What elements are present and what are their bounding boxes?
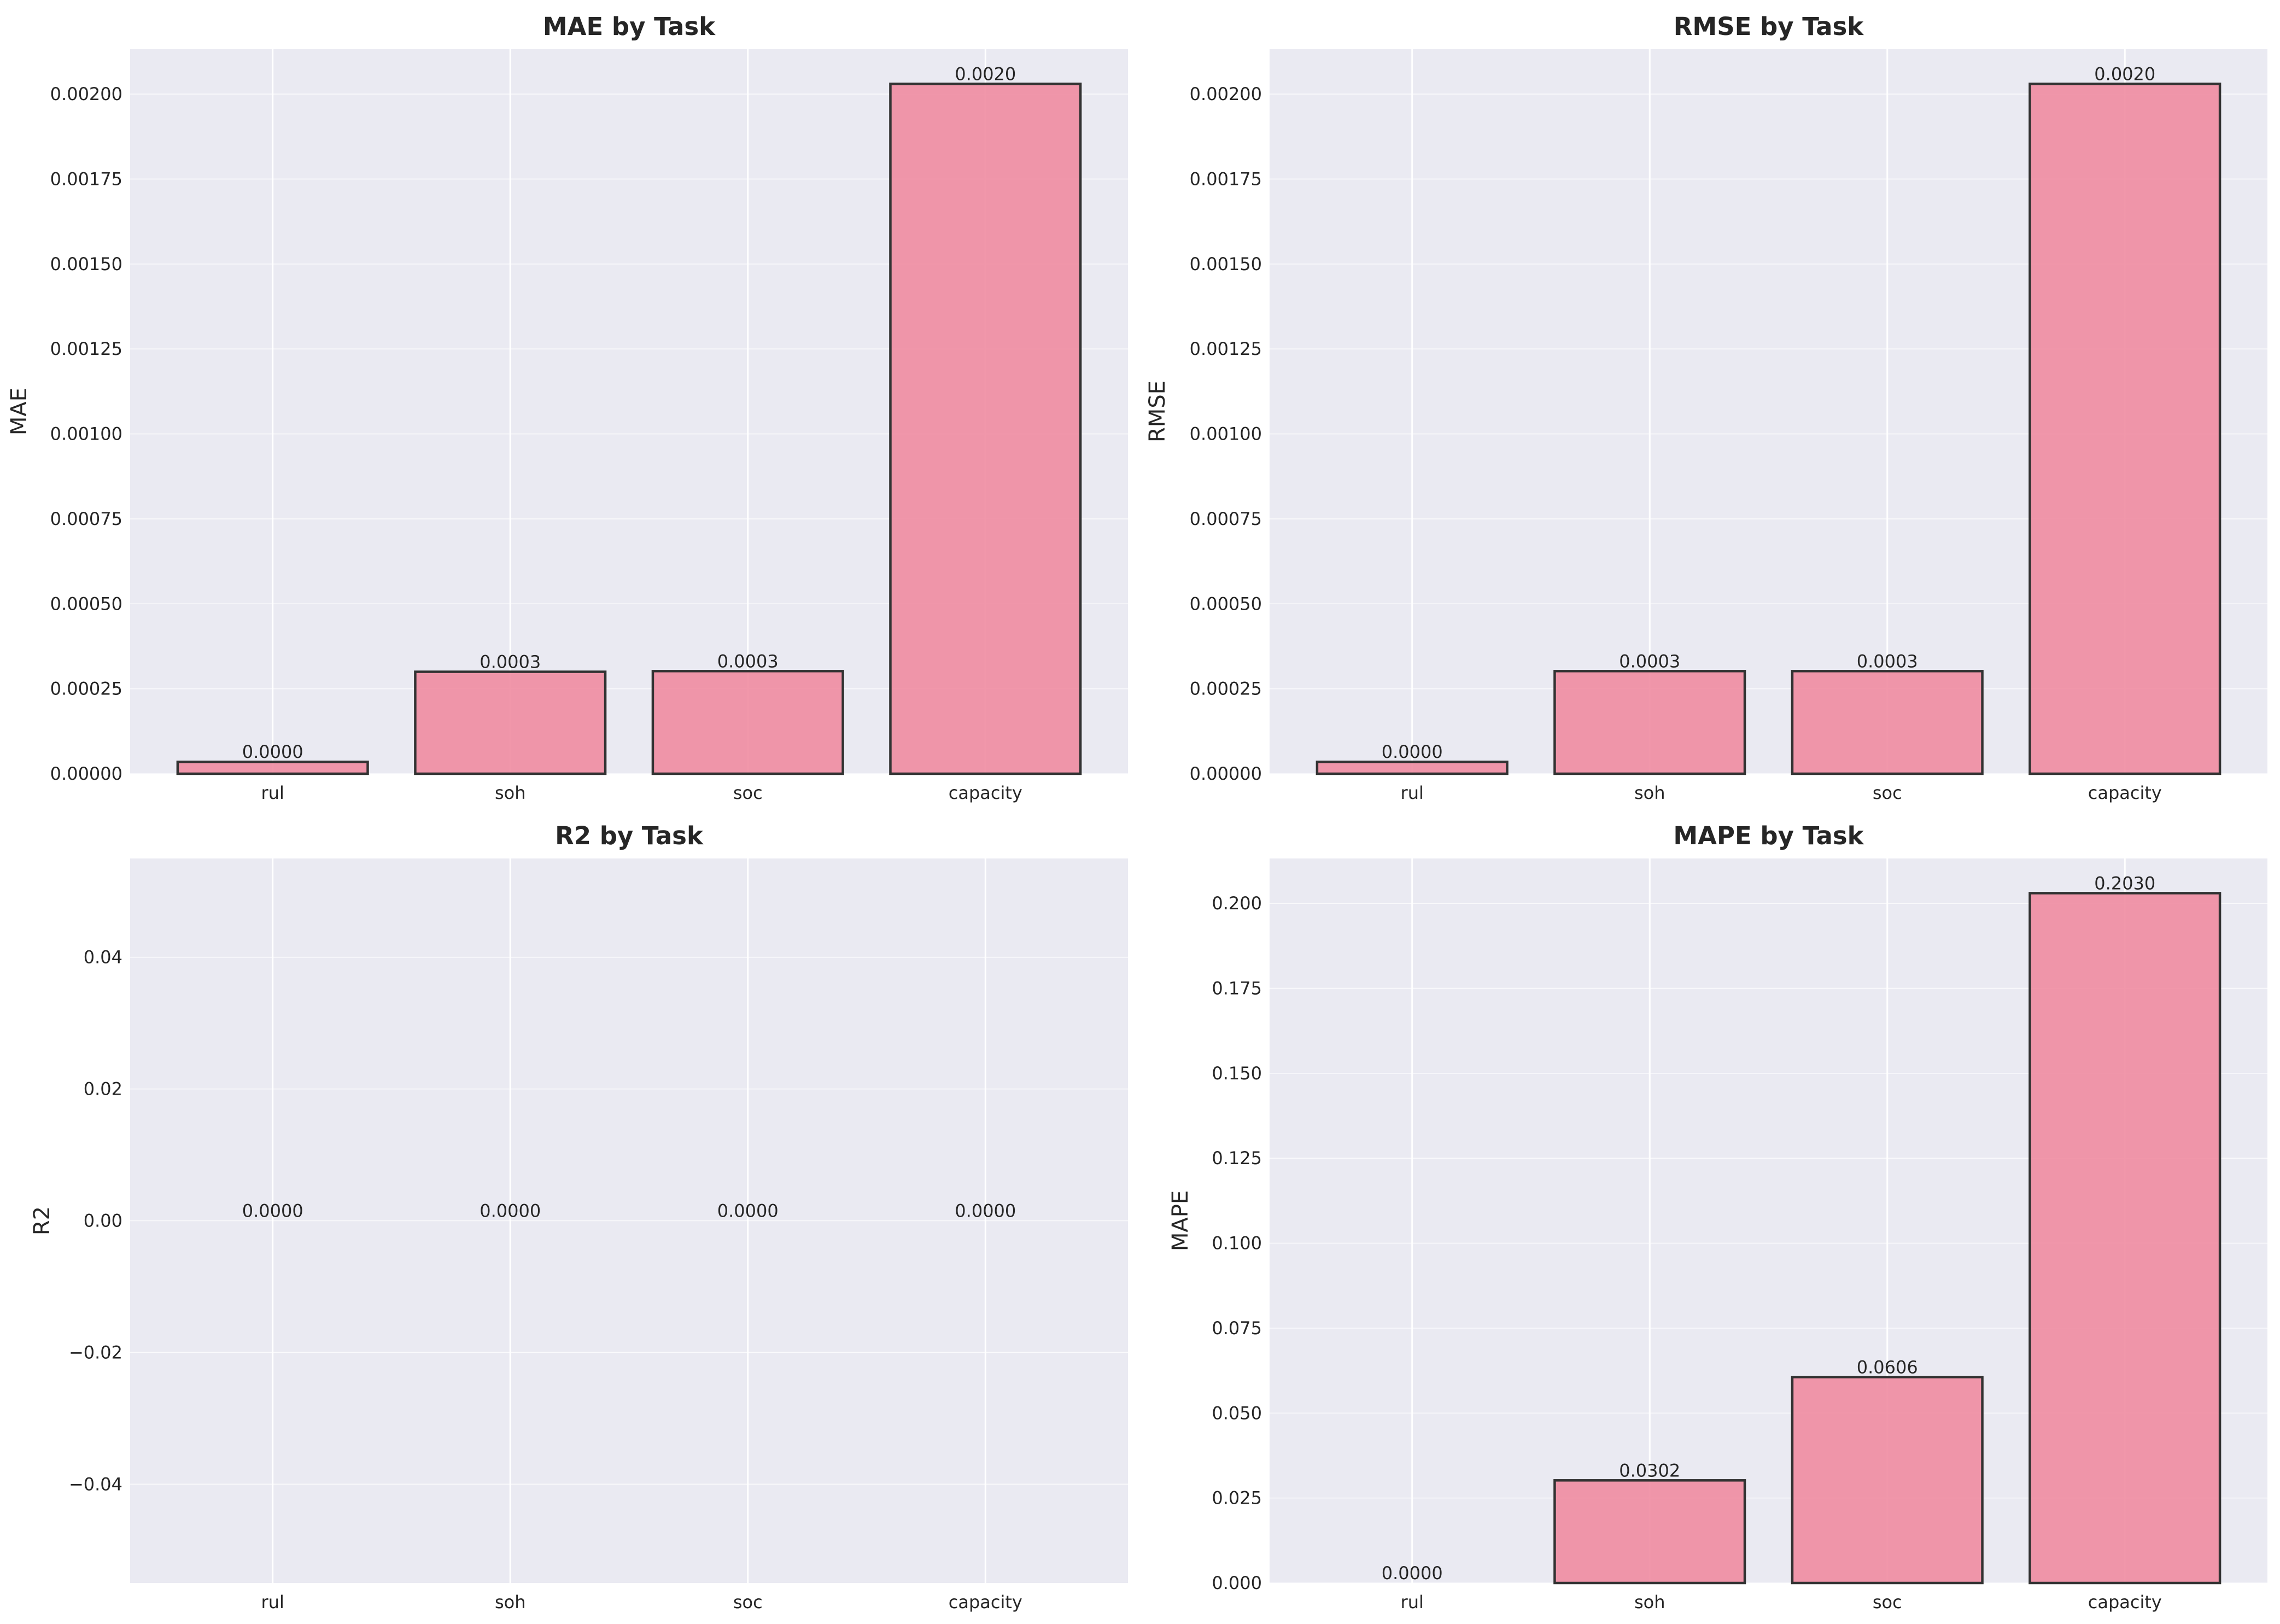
- y-axis-label: MAE: [7, 388, 32, 435]
- chart-title: MAPE by Task: [1673, 821, 1864, 850]
- y-tick-label: 0.125: [1212, 1148, 1262, 1169]
- data-label-soh: 0.0003: [1619, 651, 1680, 671]
- data-label-soc: 0.0000: [717, 1201, 779, 1222]
- x-tick-label-capacity: capacity: [2088, 1592, 2162, 1613]
- x-tick-label-rul: rul: [1401, 782, 1424, 803]
- y-tick-label: 0.200: [1212, 893, 1262, 914]
- y-tick-label: 0.175: [1212, 978, 1262, 998]
- data-label-rul: 0.0000: [242, 741, 303, 762]
- data-label-soh: 0.0302: [1619, 1460, 1680, 1481]
- x-tick-label-rul: rul: [261, 782, 284, 803]
- y-tick-label: 0.00050: [1190, 593, 1262, 614]
- data-label-capacity: 0.0020: [2094, 63, 2155, 84]
- y-tick-label: 0.00175: [1190, 168, 1262, 189]
- x-tick-label-soh: soh: [495, 782, 526, 803]
- data-label-rul: 0.0000: [242, 1201, 303, 1222]
- x-tick-label-rul: rul: [261, 1592, 284, 1613]
- y-tick-label: 0.00025: [1190, 679, 1262, 699]
- chart-panel-r2: −0.04 −0.02 0.00 0.02 0.04 0.0000 rul 0.0000 soh…: [30, 821, 1128, 1613]
- data-label-soc: 0.0003: [1857, 651, 1918, 671]
- y-tick-label: 0.00000: [50, 763, 122, 784]
- y-tick-label: 0.04: [84, 947, 122, 968]
- y-tick-label: 0.00100: [1190, 424, 1262, 445]
- y-tick-label: 0.00050: [50, 593, 122, 614]
- y-tick-label: 0.00150: [1190, 254, 1262, 274]
- y-tick-label: 0.00100: [50, 424, 122, 445]
- x-tick-label-capacity: capacity: [2088, 782, 2162, 803]
- data-label-soh: 0.0003: [480, 652, 541, 673]
- data-label-soc: 0.0606: [1857, 1357, 1918, 1377]
- chart-panel-mape: 0.000 0.025 0.050 0.075 0.100 0.125 0.150 0.175…: [1168, 821, 2267, 1613]
- bar-soh: [1553, 1479, 1746, 1585]
- bar-capacity: [889, 83, 1082, 775]
- bar-capacity: [2028, 83, 2221, 775]
- y-tick-label: 0.00000: [1190, 763, 1262, 784]
- y-tick-label: 0.00025: [50, 679, 122, 699]
- bar-soh: [1553, 670, 1746, 775]
- data-label-soc: 0.0003: [717, 651, 779, 671]
- data-label-soh: 0.0000: [480, 1201, 541, 1222]
- data-label-rul: 0.0000: [1382, 741, 1443, 762]
- chart-panel-rmse: 0.00000 0.00025 0.00050 0.00075 0.00100 0.001…: [1145, 12, 2267, 803]
- y-tick-label: 0.100: [1212, 1233, 1262, 1254]
- y-tick-label: 0.000: [1212, 1573, 1262, 1593]
- data-label-capacity: 0.0020: [955, 63, 1016, 84]
- y-tick-label: 0.150: [1212, 1063, 1262, 1084]
- data-label-capacity: 0.2030: [2094, 873, 2155, 893]
- y-tick-label: 0.050: [1212, 1403, 1262, 1423]
- y-axis-label: RMSE: [1145, 381, 1170, 442]
- y-tick-label: 0.00: [84, 1211, 122, 1231]
- x-tick-label-soc: soc: [733, 782, 763, 803]
- chart-title: MAE by Task: [543, 12, 716, 41]
- x-tick-label-soc: soc: [1873, 782, 1902, 803]
- y-tick-label: 0.02: [84, 1079, 122, 1100]
- x-tick-label-soc: soc: [1873, 1592, 1902, 1613]
- y-tick-label: 0.00200: [1190, 84, 1262, 104]
- chart-title: R2 by Task: [555, 821, 704, 850]
- data-label-capacity: 0.0000: [955, 1201, 1016, 1222]
- y-tick-label: 0.075: [1212, 1318, 1262, 1339]
- y-tick-label: 0.00125: [1190, 338, 1262, 359]
- y-tick-label: 0.025: [1212, 1488, 1262, 1509]
- bar-rul: [176, 760, 369, 775]
- y-tick-label: −0.04: [69, 1474, 122, 1494]
- data-label-rul: 0.0000: [1382, 1563, 1443, 1584]
- x-tick-label-capacity: capacity: [949, 1592, 1022, 1613]
- bar-soc: [1791, 1376, 1984, 1585]
- x-tick-label-soh: soh: [1634, 782, 1665, 803]
- bar-soc: [651, 670, 844, 775]
- x-tick-label-capacity: capacity: [949, 782, 1022, 803]
- y-tick-label: 0.00200: [50, 84, 122, 104]
- bar-soh: [414, 670, 607, 775]
- chart-title: RMSE by Task: [1674, 12, 1864, 41]
- x-tick-label-rul: rul: [1401, 1592, 1424, 1613]
- y-axis-label: MAPE: [1168, 1190, 1193, 1251]
- bar-soc: [1791, 670, 1984, 775]
- x-tick-label-soh: soh: [1634, 1592, 1665, 1613]
- y-tick-label: 0.00150: [50, 254, 122, 274]
- x-tick-label-soh: soh: [495, 1592, 526, 1613]
- x-tick-label-soc: soc: [733, 1592, 763, 1613]
- y-tick-label: 0.00075: [1190, 509, 1262, 529]
- chart-panel-mae: 0.00000 0.00025 0.00050 0.00075 0.00100 0.001…: [7, 12, 1128, 803]
- y-tick-label: −0.02: [69, 1342, 122, 1363]
- y-tick-label: 0.00075: [50, 509, 122, 529]
- bar-rul: [1316, 760, 1509, 775]
- y-tick-label: 0.00125: [50, 338, 122, 359]
- bar-capacity: [2028, 892, 2221, 1585]
- y-axis-label: R2: [30, 1206, 55, 1235]
- y-tick-label: 0.00175: [50, 168, 122, 189]
